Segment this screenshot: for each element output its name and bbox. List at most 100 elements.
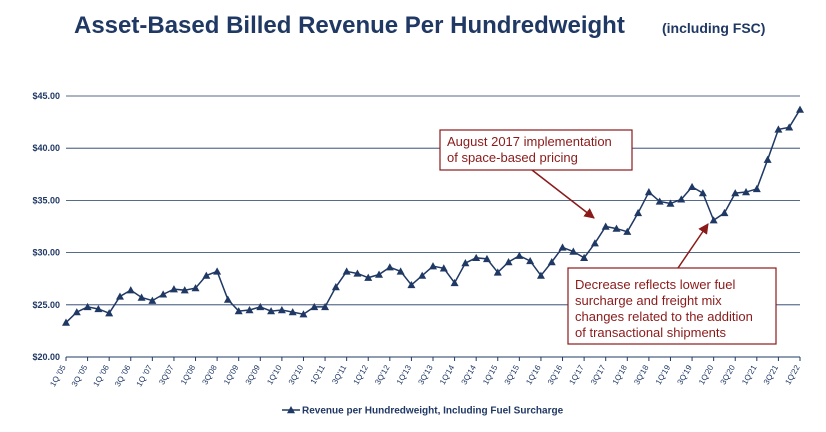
point-marker (429, 262, 437, 270)
point-marker (677, 195, 686, 203)
x-tick-label: 3Q'15 (503, 363, 522, 386)
point-marker (785, 123, 794, 131)
annotation-text: surcharge and freight mix (575, 293, 722, 308)
point-marker (62, 318, 70, 326)
point-marker (796, 105, 804, 113)
point-marker (450, 278, 459, 287)
point-marker (375, 270, 384, 278)
point-marker (547, 257, 556, 266)
x-tick-label: 1Q'08 (179, 363, 198, 386)
point-marker (720, 208, 729, 217)
point-marker (731, 189, 740, 197)
point-marker (353, 269, 362, 277)
point-marker (461, 259, 470, 267)
point-marker (634, 208, 643, 217)
x-tick-label: 1Q'09 (222, 363, 241, 386)
x-tick-label: 3Q'11 (330, 363, 348, 386)
y-tick-label: $20.00 (32, 352, 60, 362)
point-marker (364, 273, 373, 281)
point-marker (472, 253, 481, 262)
x-tick-label: 3Q'17 (589, 363, 608, 386)
point-marker (688, 182, 697, 191)
point-marker (277, 306, 286, 314)
annotation-box (439, 129, 633, 171)
point-marker (234, 307, 243, 315)
point-marker (569, 247, 578, 255)
x-tick-label: 3Q'07 (157, 363, 176, 386)
point-marker (321, 302, 330, 311)
annotation-text: of transactional shipments (575, 325, 727, 340)
point-marker (105, 309, 114, 317)
point-marker (612, 224, 621, 232)
point-marker (299, 310, 308, 318)
point-marker (526, 256, 535, 265)
y-tick-label: $45.00 (32, 91, 60, 101)
x-tick-label: 1Q'17 (568, 363, 587, 386)
point-marker (223, 295, 232, 303)
point-marker (310, 302, 319, 311)
point-marker (256, 302, 265, 311)
x-tick-label: 3Q'12 (373, 363, 392, 386)
point-marker (191, 284, 200, 292)
x-tick-label: 1Q '05 (48, 363, 68, 388)
point-marker (137, 293, 146, 301)
point-marker (655, 197, 664, 205)
x-tick-label: 3Q '06 (113, 363, 133, 388)
point-marker (148, 296, 157, 304)
x-tick-label: 3Q'19 (675, 363, 694, 386)
legend-label: Revenue per Hundredweight, Including Fue… (302, 406, 564, 417)
annotation-text: August 2017 implementation (447, 134, 612, 149)
x-tick-label: 1Q'12 (352, 363, 371, 386)
point-marker (288, 308, 297, 316)
x-tick-label: 1Q'19 (654, 363, 673, 386)
annotation-arrow (531, 169, 595, 219)
chart-title: Asset-Based Billed Revenue Per Hundredwe… (74, 12, 625, 39)
x-tick-label: 1Q'22 (783, 363, 802, 386)
x-tick-label: 1Q'11 (309, 363, 327, 386)
point-marker (774, 125, 783, 133)
x-tick-label: 3Q '05 (70, 363, 90, 388)
point-marker (342, 267, 351, 275)
point-marker (396, 267, 405, 275)
chart-subtitle: (including FSC) (662, 20, 765, 36)
point-marker (763, 155, 772, 163)
point-marker (159, 290, 168, 298)
point-marker (580, 253, 589, 262)
point-marker (180, 286, 189, 294)
point-marker (126, 286, 135, 294)
x-tick-label: 3Q'10 (287, 363, 306, 386)
x-tick-label: 3Q'08 (201, 363, 220, 386)
point-marker (590, 239, 599, 247)
point-marker (94, 304, 103, 313)
annotation-text: changes related to the addition (575, 309, 753, 324)
point-marker (558, 243, 567, 251)
point-marker (72, 308, 81, 316)
y-tick-label: $25.00 (32, 300, 60, 310)
legend-marker (287, 406, 295, 414)
point-marker (709, 216, 718, 224)
x-tick-label: 1Q'10 (265, 363, 284, 386)
annotation-text: of space-based pricing (447, 150, 578, 165)
point-marker (644, 188, 653, 196)
point-marker (698, 189, 707, 197)
y-tick-label: $35.00 (32, 195, 60, 205)
x-tick-label: 3Q'16 (546, 363, 565, 386)
point-marker (666, 199, 675, 207)
point-marker (385, 263, 394, 271)
x-tick-label: 3Q'14 (460, 363, 479, 386)
annotation-box (567, 267, 777, 345)
point-marker (169, 285, 178, 293)
point-marker (202, 271, 211, 279)
point-marker (504, 257, 513, 266)
point-marker (742, 188, 751, 196)
point-marker (331, 283, 340, 291)
x-tick-label: 1Q'20 (697, 363, 716, 386)
point-marker (115, 292, 124, 300)
x-tick-label: 1Q'18 (611, 363, 630, 386)
point-marker (601, 222, 610, 230)
x-tick-label: 1Q'16 (524, 363, 543, 386)
x-tick-label: 3Q'09 (244, 363, 263, 386)
x-tick-label: 3Q'21 (762, 363, 781, 386)
point-marker (407, 280, 416, 289)
